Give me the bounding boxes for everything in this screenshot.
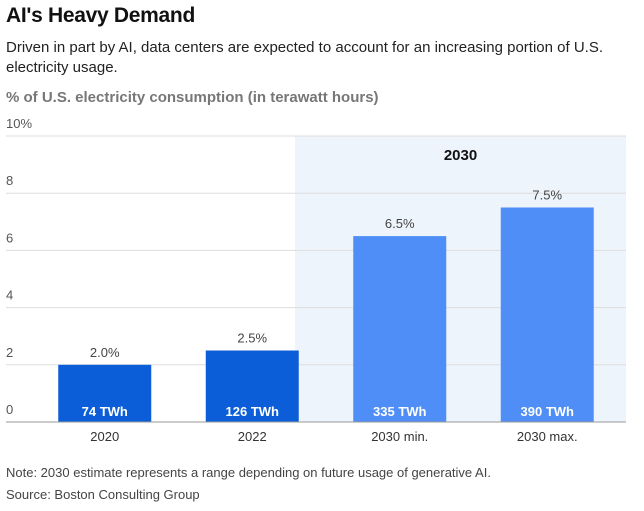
y-tick-label: 4 [6, 288, 13, 303]
x-tick-label: 2022 [238, 429, 267, 444]
data-label: 2.5% [237, 331, 267, 346]
bar-inner-label: 126 TWh [226, 404, 280, 419]
bar [353, 236, 447, 422]
bar [205, 350, 299, 422]
bar-inner-label: 335 TWh [373, 404, 427, 419]
y-tick-label: 2 [6, 345, 13, 360]
x-tick-label: 2020 [90, 429, 119, 444]
y-tick-label: 10% [6, 116, 32, 131]
bar-inner-label: 74 TWh [82, 404, 128, 419]
y-tick-label: 0 [6, 402, 13, 417]
data-label: 7.5% [532, 188, 562, 203]
x-tick-label: 2030 min. [371, 429, 428, 444]
chart-title: AI's Heavy Demand [6, 4, 195, 27]
chart-source: Source: Boston Consulting Group [6, 487, 200, 502]
data-label: 6.5% [385, 216, 415, 231]
bar [500, 207, 594, 422]
chart-note: Note: 2030 estimate represents a range d… [6, 465, 491, 480]
bar-inner-label: 390 TWh [521, 404, 575, 419]
chart-subtitle: Driven in part by AI, data centers are e… [6, 39, 603, 76]
y-tick-label: 6 [6, 230, 13, 245]
x-tick-label: 2030 max. [517, 429, 578, 444]
data-label: 2.0% [90, 345, 120, 360]
bar [58, 364, 152, 422]
y-axis-label: % of U.S. electricity consumption (in te… [6, 89, 379, 106]
y-tick-label: 8 [6, 173, 13, 188]
highlight-label: 2030 [444, 147, 477, 164]
